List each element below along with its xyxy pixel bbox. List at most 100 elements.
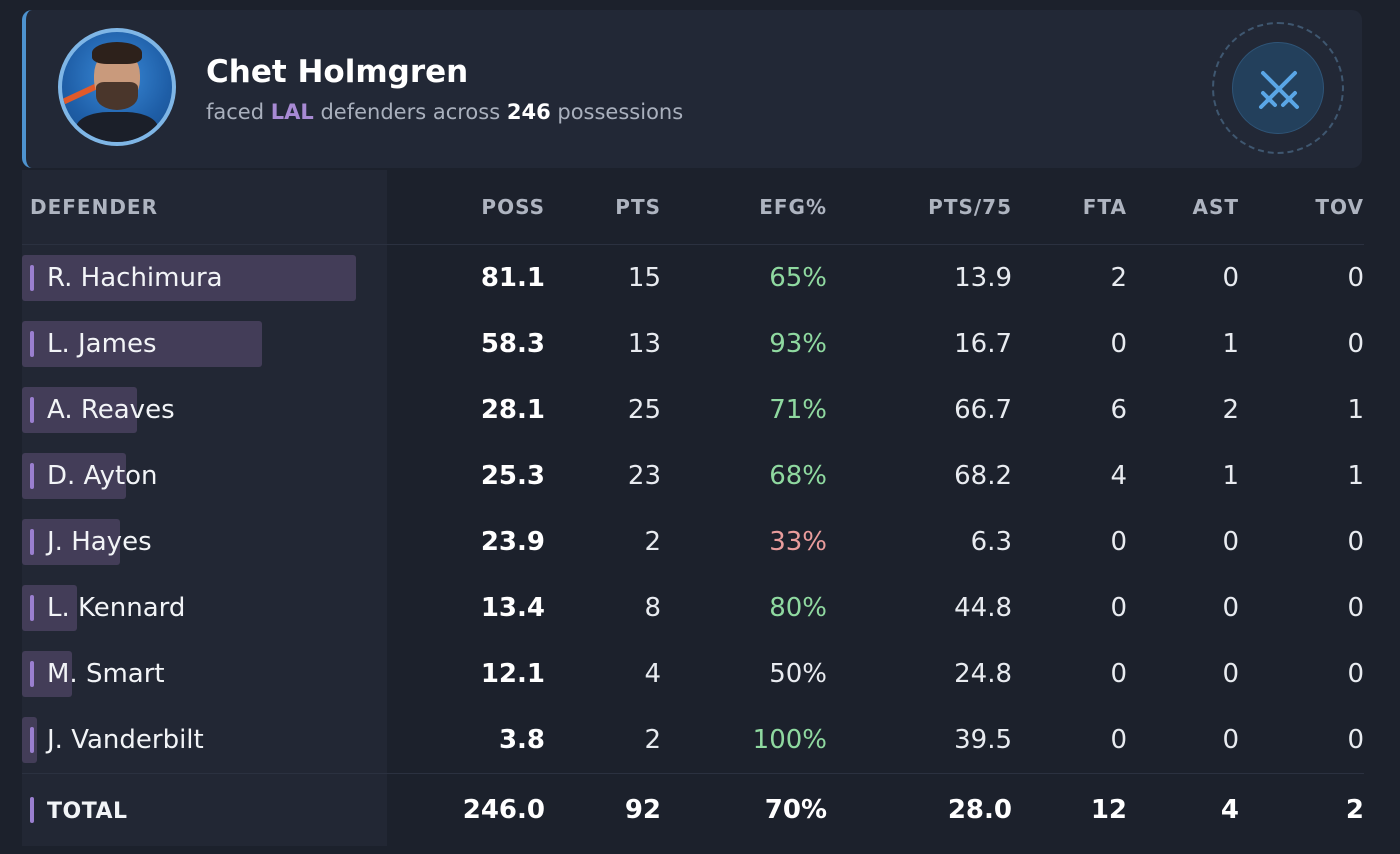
ast-cell: 0: [1222, 659, 1239, 689]
pts75-cell: 6.3: [970, 527, 1012, 557]
table-header-row: DEFENDER POSS PTS EFG% PTS/75 FTA AST TO…: [22, 170, 1364, 245]
pts75-cell: 13.9: [954, 263, 1012, 293]
matchup-subtitle: faced LAL defenders across 246 possessio…: [206, 100, 683, 124]
avatar-hair: [92, 42, 142, 64]
pts-cell: 4: [644, 659, 661, 689]
pts-cell: 2: [644, 725, 661, 755]
defender-name: L. Kennard: [47, 593, 186, 623]
defender-name: J. Vanderbilt: [47, 725, 204, 755]
fta-cell: 0: [1110, 725, 1127, 755]
possession-count: 246: [506, 100, 551, 124]
column-header[interactable]: PTS: [545, 170, 661, 245]
efg-cell: 93%: [769, 329, 827, 359]
defender-name: R. Hachimura: [47, 263, 223, 293]
subtitle-mid: defenders across: [320, 100, 501, 124]
poss-cell: 25.3: [480, 461, 545, 491]
defender-name: M. Smart: [47, 659, 165, 689]
pts-cell: 2: [644, 527, 661, 557]
defender-cell: D. Ayton: [22, 443, 387, 509]
row-accent: [30, 265, 34, 291]
possession-share-bar: [22, 255, 356, 301]
total-label: TOTAL: [47, 799, 128, 824]
defender-cell: TOTAL: [22, 773, 387, 846]
table-row[interactable]: R. Hachimura 81.1 15 65% 13.9 2 0 0: [22, 245, 1364, 312]
tov-cell: 0: [1347, 329, 1364, 359]
table-row[interactable]: L. James 58.3 13 93% 16.7 0 1 0: [22, 311, 1364, 377]
fta-cell: 0: [1110, 329, 1127, 359]
tov-cell: 0: [1347, 527, 1364, 557]
pts75-cell: 68.2: [954, 461, 1012, 491]
efg-cell: 70%: [661, 773, 827, 846]
column-header[interactable]: DEFENDER: [22, 170, 387, 245]
poss-cell: 3.8: [498, 725, 545, 755]
row-accent: [30, 797, 34, 823]
defender-name: D. Ayton: [47, 461, 158, 491]
player-header: Chet Holmgren faced LAL defenders across…: [22, 10, 1362, 168]
subtitle-suffix: possessions: [557, 100, 684, 124]
column-header[interactable]: PTS/75: [827, 170, 1012, 245]
ast-cell: 1: [1222, 329, 1239, 359]
pts75-cell: 16.7: [954, 329, 1012, 359]
defender-name: A. Reaves: [47, 395, 175, 425]
efg-cell: 100%: [752, 725, 827, 755]
player-avatar: [58, 28, 176, 146]
tov-cell: 1: [1347, 395, 1364, 425]
possession-share-bar: [22, 453, 126, 499]
column-header[interactable]: FTA: [1012, 170, 1127, 245]
row-accent: [30, 661, 34, 687]
tov-cell: 0: [1347, 593, 1364, 623]
pts-cell: 13: [627, 329, 661, 359]
table-row[interactable]: A. Reaves 28.1 25 71% 66.7 6 2 1: [22, 377, 1364, 443]
defender-cell: R. Hachimura: [22, 245, 387, 312]
table-total-row: TOTAL 246.0 92 70% 28.0 12 4 2: [22, 773, 1364, 846]
table-row[interactable]: J. Hayes 23.9 2 33% 6.3 0 0 0: [22, 509, 1364, 575]
table-row[interactable]: J. Vanderbilt 3.8 2 100% 39.5 0 0 0: [22, 707, 1364, 774]
ast-cell: 1: [1222, 461, 1239, 491]
defender-name: J. Hayes: [47, 527, 152, 557]
pts75-cell: 39.5: [954, 725, 1012, 755]
row-accent: [30, 397, 34, 423]
poss-cell: 12.1: [480, 659, 545, 689]
tov-cell: 1: [1347, 461, 1364, 491]
poss-cell: 246.0: [387, 773, 545, 846]
table-row[interactable]: L. Kennard 13.4 8 80% 44.8 0 0 0: [22, 575, 1364, 641]
efg-cell: 65%: [769, 263, 827, 293]
row-accent: [30, 595, 34, 621]
pts75-cell: 24.8: [954, 659, 1012, 689]
poss-cell: 81.1: [480, 263, 545, 293]
column-header[interactable]: EFG%: [661, 170, 827, 245]
ast-cell: 4: [1127, 773, 1239, 846]
table-row[interactable]: M. Smart 12.1 4 50% 24.8 0 0 0: [22, 641, 1364, 707]
ast-cell: 0: [1222, 593, 1239, 623]
pts-cell: 15: [627, 263, 661, 293]
fta-cell: 0: [1110, 593, 1127, 623]
tov-cell: 0: [1347, 659, 1364, 689]
subtitle-prefix: faced: [206, 100, 265, 124]
defender-name: L. James: [47, 329, 157, 359]
poss-cell: 23.9: [480, 527, 545, 557]
efg-cell: 68%: [769, 461, 827, 491]
tov-cell: 0: [1347, 725, 1364, 755]
efg-cell: 33%: [769, 527, 827, 557]
pts-cell: 92: [545, 773, 661, 846]
avatar-shirt: [76, 112, 158, 142]
ast-cell: 0: [1222, 527, 1239, 557]
fta-cell: 4: [1110, 461, 1127, 491]
pts75-cell: 44.8: [954, 593, 1012, 623]
matchup-badge: [1212, 22, 1344, 154]
table-row[interactable]: D. Ayton 25.3 23 68% 68.2 4 1 1: [22, 443, 1364, 509]
column-header[interactable]: POSS: [387, 170, 545, 245]
pts-cell: 8: [644, 593, 661, 623]
opponent-team: LAL: [270, 100, 314, 124]
player-name: Chet Holmgren: [206, 54, 469, 90]
row-accent: [30, 529, 34, 555]
defender-cell: L. James: [22, 311, 387, 377]
defender-cell: M. Smart: [22, 641, 387, 707]
row-accent: [30, 727, 34, 753]
fta-cell: 12: [1012, 773, 1127, 846]
tov-cell: 2: [1239, 773, 1364, 846]
column-header[interactable]: AST: [1127, 170, 1239, 245]
column-header[interactable]: TOV: [1239, 170, 1364, 245]
pts75-cell: 66.7: [954, 395, 1012, 425]
fta-cell: 6: [1110, 395, 1127, 425]
